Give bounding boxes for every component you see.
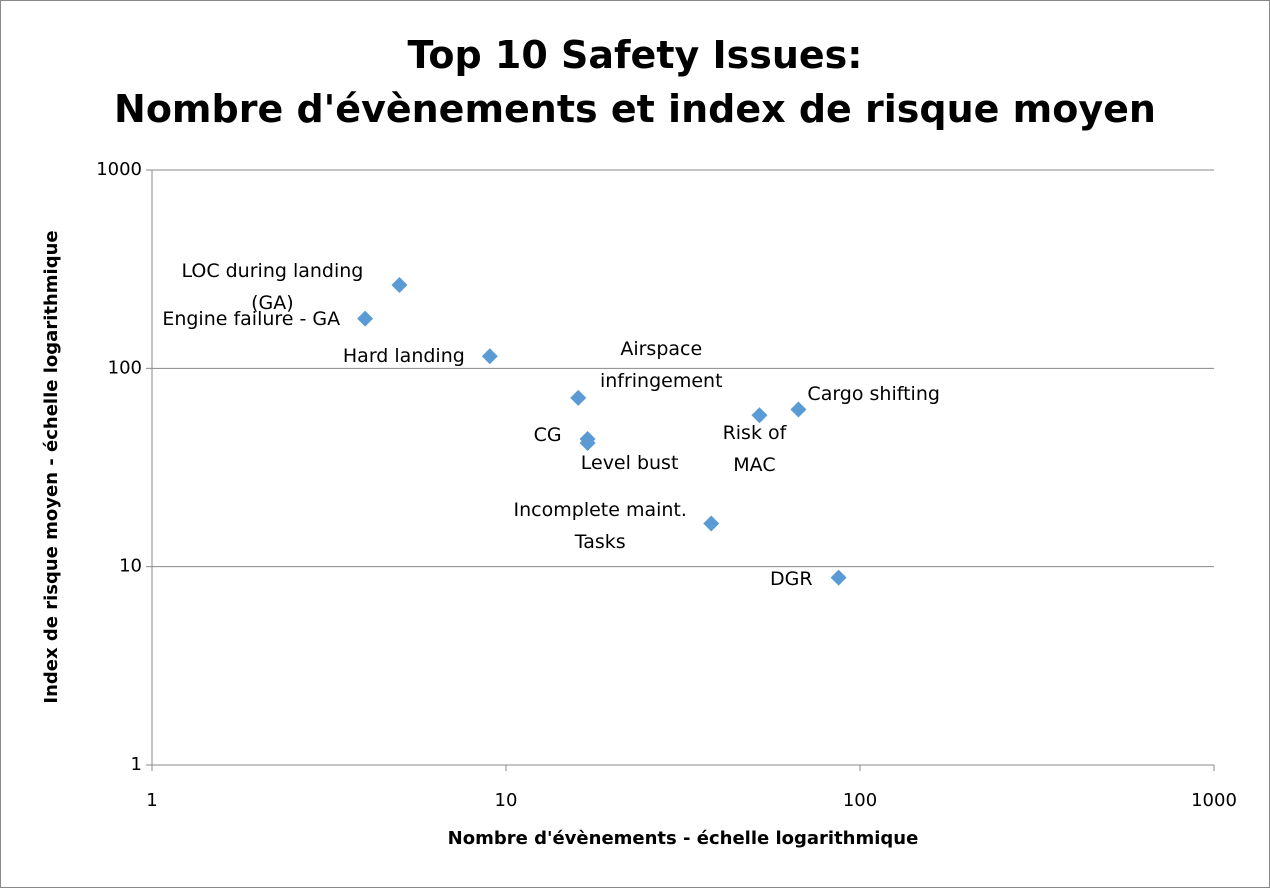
point-label: Cargo shifting [807, 382, 940, 405]
point-label: Engine failure - GA [162, 307, 341, 330]
x-tick-label: 1 [146, 790, 157, 811]
marker [570, 389, 587, 406]
x-tick-label: 10 [495, 790, 518, 811]
point-label: Hard landing [342, 345, 465, 368]
point-label: CG [533, 424, 562, 447]
point-label: DGR [770, 567, 813, 590]
x-axis-label: Nombre d'évènements - échelle logarithmi… [447, 828, 919, 849]
marker [830, 569, 847, 586]
y-tick-label: 1000 [96, 159, 142, 180]
point-label: Risk of MAC [722, 422, 787, 477]
marker [391, 277, 408, 294]
chart-title: Top 10 Safety Issues: Nombre d'évènement… [114, 33, 1156, 131]
marker [790, 401, 807, 418]
y-tick-label: 100 [108, 357, 142, 378]
point-label: Airspace infringement [599, 337, 723, 392]
point-label: Incomplete maint. Tasks [513, 498, 687, 553]
point-label: LOC during landing (GA) [181, 260, 364, 315]
x-tick-label: 100 [843, 790, 877, 811]
marker [703, 515, 720, 532]
y-tick-label: 1 [131, 754, 142, 775]
point-label: Level bust [580, 452, 679, 475]
marker [357, 310, 374, 327]
marker [751, 407, 768, 424]
marker [481, 348, 498, 365]
marker [579, 435, 596, 452]
y-tick-label: 10 [119, 556, 142, 577]
y-axis-label: Index de risque moyen - échelle logarith… [41, 230, 62, 703]
x-tick-label: 1000 [1191, 790, 1237, 811]
